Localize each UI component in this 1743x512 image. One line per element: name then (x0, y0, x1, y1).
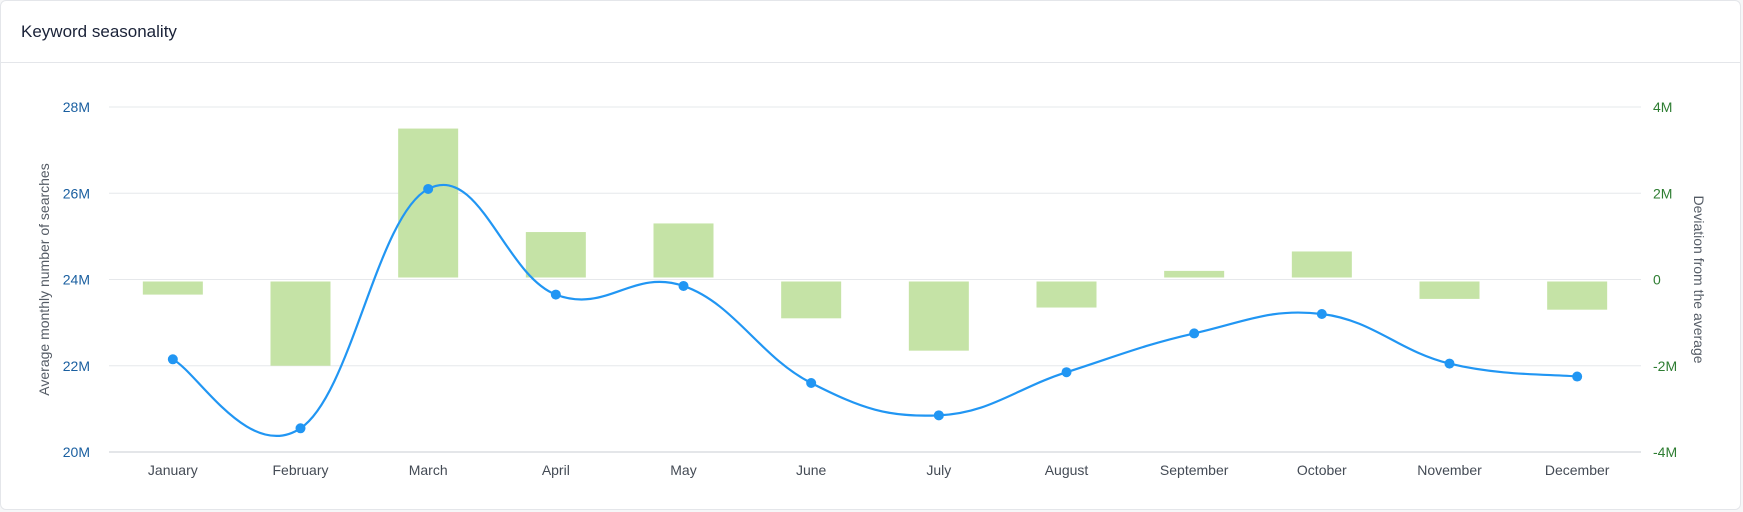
deviation-bar-february (270, 281, 331, 366)
x-tick-label: July (926, 462, 951, 478)
right-tick-label: 4M (1653, 99, 1672, 115)
right-tick-label: -4M (1653, 444, 1677, 460)
deviation-bar-may (653, 223, 714, 278)
deviation-bar-september (1164, 270, 1225, 278)
card-header: Keyword seasonality (1, 1, 1740, 63)
searches-point-march (423, 183, 434, 194)
left-tick-label: 24M (63, 272, 90, 288)
searches-point-november (1444, 358, 1455, 369)
searches-point-may (678, 280, 689, 291)
searches-points (167, 183, 1583, 434)
x-tick-label: January (148, 462, 198, 478)
deviation-bar-november (1419, 281, 1480, 299)
right-tick-label: 2M (1653, 185, 1672, 201)
left-tick-label: 20M (63, 444, 90, 460)
deviation-bar-october (1291, 251, 1352, 278)
deviation-bar-july (908, 281, 969, 351)
left-tick-label: 28M (63, 99, 90, 115)
deviation-bar-april (525, 232, 586, 278)
deviation-bars (142, 128, 1608, 366)
x-tick-label: September (1160, 462, 1229, 478)
x-tick-label: October (1297, 462, 1347, 478)
deviation-bar-january (142, 281, 203, 295)
grid-lines (109, 106, 1641, 453)
card-title: Keyword seasonality (21, 21, 177, 41)
seasonality-chart: 20M 22M 24M 26M 28M -4M -2M 0 2M 4M January Februar… (36, 99, 1707, 478)
x-tick-label: November (1417, 462, 1482, 478)
searches-line (172, 183, 1578, 438)
x-tick-label: May (670, 462, 696, 478)
searches-point-december (1572, 371, 1583, 382)
right-tick-label: 0 (1653, 272, 1661, 288)
x-tick-label: April (542, 462, 570, 478)
x-tick-label: June (796, 462, 827, 478)
deviation-bar-august (1036, 281, 1097, 308)
searches-point-june (806, 378, 817, 388)
deviation-bar-march (398, 128, 459, 278)
searches-point-august (1061, 367, 1072, 378)
axes: 20M 22M 24M 26M 28M -4M -2M 0 2M 4M January Februar… (36, 99, 1707, 478)
right-axis-title: Deviation from the average (1691, 195, 1707, 363)
x-tick-label: February (272, 462, 328, 478)
x-tick-label: August (1045, 462, 1089, 478)
searches-point-january (167, 354, 178, 365)
x-tick-label: December (1545, 462, 1610, 478)
left-tick-label: 26M (63, 185, 90, 201)
x-tick-label: March (409, 462, 448, 478)
deviation-bar-june (781, 281, 842, 319)
searches-point-february (295, 423, 306, 434)
right-tick-label: -2M (1653, 358, 1677, 374)
searches-point-october (1316, 309, 1327, 319)
left-axis-title: Average monthly number of searches (36, 163, 52, 395)
searches-line-path (172, 183, 1578, 438)
left-tick-label: 22M (63, 358, 90, 374)
searches-point-september (1189, 328, 1200, 339)
searches-point-july (933, 410, 944, 421)
searches-point-april (550, 289, 561, 300)
deviation-bar-december (1547, 281, 1608, 310)
